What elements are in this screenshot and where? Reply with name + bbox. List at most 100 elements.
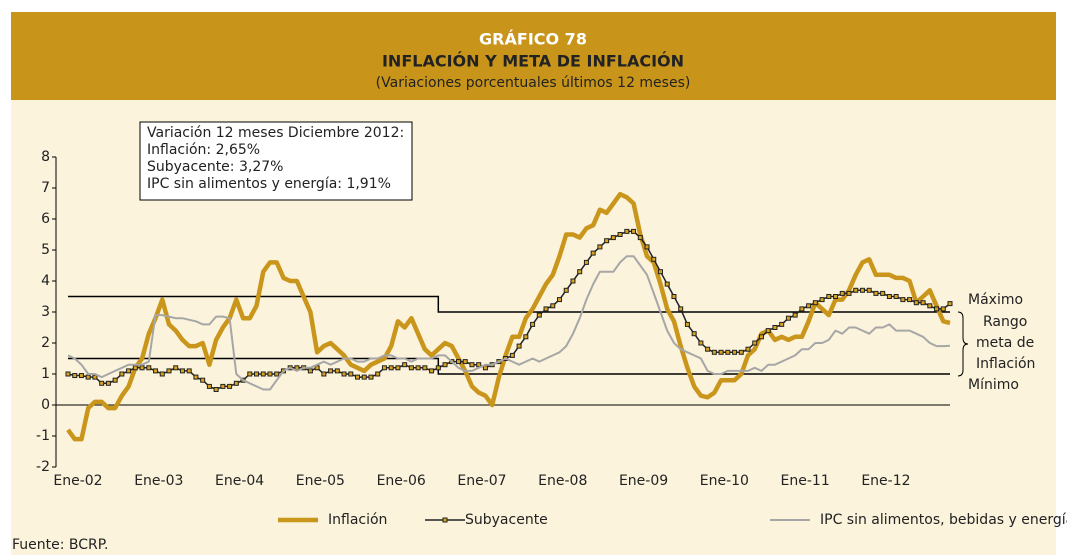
series-marker [543,306,549,312]
x-tick-label: Ene-06 [377,473,426,489]
series-marker [536,312,542,318]
x-tick-label: Ene-10 [700,473,749,489]
y-tick-label: 2 [41,335,50,351]
chart-title: INFLACIÓN Y META DE INFLACIÓN [382,52,684,71]
series-marker [233,380,239,386]
series-marker [806,303,812,309]
series-marker [785,315,791,321]
series-marker [523,334,529,340]
series-marker [859,287,865,293]
series-marker [435,365,441,371]
range-label: meta de [976,335,1034,351]
series-marker [220,383,226,389]
series-marker [624,228,630,234]
x-tick-label: Ene-02 [53,473,102,489]
series-marker [361,374,367,380]
range-brace [957,311,969,377]
header-band [11,12,1056,100]
series-marker [758,334,764,340]
annotation: Variación 12 meses Diciembre 2012: [147,125,404,141]
series-marker [159,371,165,377]
series-marker [819,297,825,303]
series-marker [402,362,408,368]
series-marker [395,365,401,371]
series-marker [375,371,381,377]
series-marker [429,368,435,374]
series-marker [85,374,91,380]
series-marker [267,371,273,377]
x-tick-label: Ene-04 [215,473,264,489]
series-marker [583,259,589,265]
series-marker [415,365,421,371]
series-marker [853,287,859,293]
series-marker [112,377,118,383]
series-marker [260,371,266,377]
series-marker [334,368,340,374]
series-marker [725,349,731,355]
series-marker [274,371,280,377]
series-marker [254,371,260,377]
series-marker [469,362,475,368]
y-tick-label: 7 [41,180,50,196]
series-marker [388,365,394,371]
series-marker [556,297,562,303]
series-marker [132,365,138,371]
series-marker [705,346,711,352]
series-marker [368,374,374,380]
series-marker [678,306,684,312]
series-marker [577,269,583,275]
y-tick-label: 4 [41,273,50,289]
series-marker [516,343,522,349]
series-marker [846,290,852,296]
series-marker [166,368,172,374]
series-marker [604,238,610,244]
x-tick-label: Ene-11 [781,473,830,489]
series-marker [657,269,663,275]
series-marker [637,235,643,241]
series-marker [907,297,913,303]
series-marker [530,321,536,327]
series-marker [812,300,818,306]
series-marker [617,232,623,237]
series-marker [597,244,603,250]
annotation-box [139,121,413,201]
series-marker [139,365,145,371]
series-marker [456,359,462,365]
series-marker [900,297,906,303]
x-tick-label: Ene-05 [296,473,345,489]
legend-label: IPC sin alimentos, bebidas y energía [820,512,1067,528]
series-marker [422,365,428,371]
chart-header: GRÁFICO 78 [479,30,587,49]
range-label: Mínimo [968,377,1019,393]
target-line [68,295,950,313]
series-marker [328,368,334,374]
series-marker [408,365,414,371]
series-marker [99,380,105,386]
legend-label: Subyacente [465,512,548,528]
series-marker [799,306,805,312]
annotation: Inflación: 2,65% [147,142,260,158]
series-marker [947,301,953,307]
series-marker [927,303,933,309]
series-marker [886,294,892,299]
series-marker [765,328,771,334]
series-marker [684,321,690,327]
series-marker [314,365,320,371]
series-marker [247,371,253,377]
series-marker [206,383,212,389]
chart-subtitle: (Variaciones porcentuales últimos 12 mes… [376,75,691,91]
x-tick-label: Ene-08 [538,473,587,489]
range-label: Inflación [976,356,1035,372]
series-marker [664,281,670,287]
series-line [67,255,951,391]
series-marker [173,365,179,371]
series-marker [509,352,515,358]
series-marker [698,340,704,346]
series-marker [940,306,946,312]
range-label: Máximo [968,292,1023,308]
y-tick-label: 6 [41,211,50,227]
series-marker [153,368,159,374]
annotation: Subyacente: 3,27% [147,159,283,175]
series-line [66,191,951,442]
